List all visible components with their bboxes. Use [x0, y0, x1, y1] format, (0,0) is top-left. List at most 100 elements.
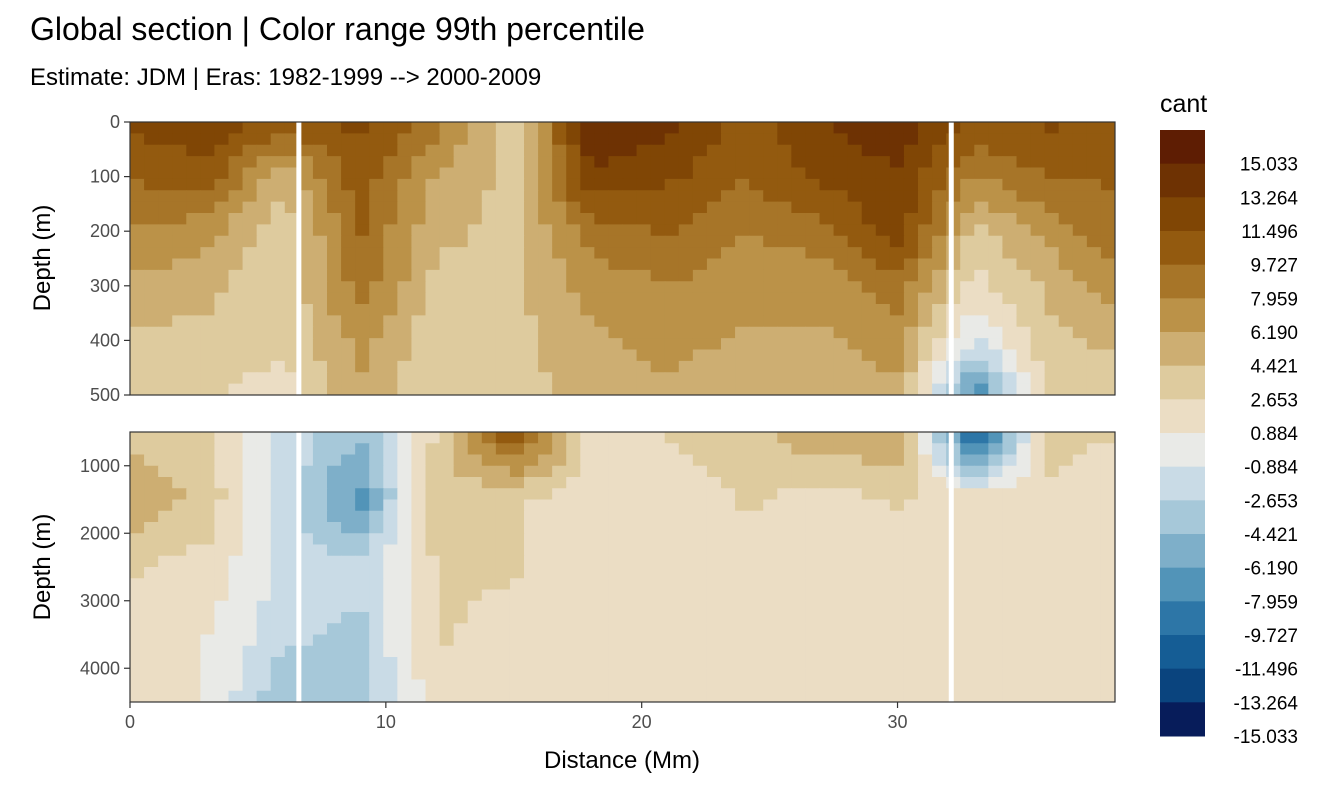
contour-cell [214, 281, 230, 294]
contour-cell [805, 567, 821, 579]
contour-cell [735, 477, 750, 489]
contour-cell [298, 201, 314, 214]
contour-cell [284, 612, 300, 624]
contour-cell [988, 213, 1004, 225]
contour-cell [341, 224, 356, 237]
contour-cell [552, 281, 567, 294]
contour-cell [664, 213, 680, 225]
contour-cell [397, 224, 413, 237]
y-tick-label: 400 [90, 330, 120, 350]
contour-cell [270, 190, 286, 203]
contour-cell [397, 326, 413, 339]
contour-cell [256, 178, 272, 191]
contour-cell [130, 258, 145, 271]
contour-cell [1044, 668, 1060, 681]
contour-cell [341, 443, 356, 456]
contour-cell [608, 258, 624, 271]
contour-cell [355, 432, 370, 444]
contour-cell [327, 292, 342, 305]
contour-cell [130, 522, 145, 534]
contour-cell [861, 600, 877, 613]
contour-cell [932, 443, 947, 456]
contour-cell [214, 372, 230, 385]
contour-cell [580, 235, 595, 248]
contour-cell [495, 522, 511, 534]
contour-cell [875, 349, 891, 362]
contour-cell [608, 178, 624, 191]
contour-cell [453, 432, 469, 444]
contour-cell [861, 190, 877, 203]
contour-cell [158, 269, 173, 282]
contour-cell [932, 167, 947, 180]
contour-cell [861, 349, 877, 362]
contour-cell [960, 657, 975, 669]
contour-cell [270, 224, 286, 237]
contour-cell [1072, 657, 1088, 669]
contour-cell [749, 258, 764, 271]
contour-cell [509, 690, 525, 702]
contour-cell [622, 281, 638, 294]
contour-cell [397, 235, 413, 248]
contour-cell [1086, 338, 1102, 351]
contour-cell [889, 612, 905, 624]
contour-cell [664, 567, 680, 579]
contour-cell [918, 555, 933, 568]
contour-cell [467, 578, 483, 591]
contour-cell [538, 544, 553, 557]
contour-cell [580, 281, 595, 294]
contour-cell [594, 224, 610, 237]
contour-cell [284, 178, 300, 191]
contour-cell [130, 156, 145, 169]
contour-cell [580, 349, 595, 362]
contour-cell [200, 304, 216, 316]
contour-cell [692, 304, 708, 316]
contour-cell [509, 623, 525, 636]
contour-cell [664, 292, 680, 305]
contour-cell [819, 499, 835, 512]
contour-cell [298, 623, 314, 636]
contour-cell [861, 465, 877, 478]
contour-cell [172, 679, 187, 692]
contour-cell [453, 133, 469, 146]
contour-cell [678, 201, 694, 214]
contour-cell [369, 338, 384, 351]
contour-cell [312, 178, 328, 191]
contour-cell [214, 133, 230, 146]
contour-cell [847, 167, 863, 180]
contour-cell [889, 281, 905, 294]
contour-cell [1058, 304, 1074, 316]
contour-cell [1100, 522, 1115, 534]
contour-cell [242, 190, 258, 203]
contour-cell [524, 235, 539, 248]
contour-cell [1002, 372, 1018, 385]
contour-cell [1086, 349, 1102, 362]
contour-cell [200, 488, 216, 501]
contour-cell [721, 235, 736, 248]
contour-cell [186, 360, 201, 373]
contour-cell [664, 360, 680, 373]
contour-cell [875, 190, 891, 203]
contour-cell [481, 443, 497, 456]
contour-cell [735, 304, 750, 316]
contour-cell [974, 315, 989, 328]
contour-cell [636, 477, 652, 489]
contour-cell [369, 465, 384, 478]
contour-cell [186, 349, 201, 362]
contour-cell [918, 360, 933, 373]
contour-cell [1002, 247, 1018, 260]
contour-cell [369, 156, 384, 169]
contour-cell [763, 690, 778, 702]
contour-cell [580, 623, 595, 636]
contour-cell [749, 668, 764, 681]
panel-upper-gaps [296, 122, 954, 395]
contour-cell [495, 432, 511, 444]
contour-cell [903, 156, 919, 169]
contour-cell [932, 499, 947, 512]
contour-cell [763, 657, 778, 669]
contour-cell [903, 488, 919, 501]
contour-cell [355, 499, 370, 512]
contour-cell [495, 488, 511, 501]
contour-cell [805, 477, 821, 489]
contour-cell [763, 522, 778, 534]
